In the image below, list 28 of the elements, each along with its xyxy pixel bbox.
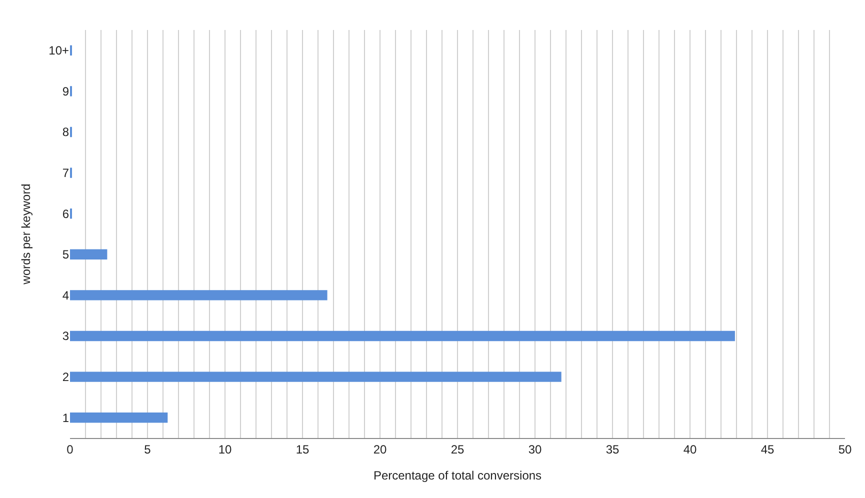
bar bbox=[70, 290, 328, 300]
x-tick-label: 10 bbox=[218, 442, 232, 456]
y-tick-label: 8 bbox=[62, 125, 70, 140]
y-tick-label: 10+ bbox=[48, 44, 69, 58]
x-tick-label: 15 bbox=[296, 442, 310, 456]
y-tick-label: 5 bbox=[62, 248, 70, 262]
x-tick-label: 35 bbox=[606, 442, 620, 456]
bar bbox=[70, 372, 562, 382]
bar bbox=[70, 330, 735, 342]
x-tick-label: 30 bbox=[528, 442, 542, 456]
y-tick-label: 3 bbox=[62, 329, 70, 344]
y-tick-label: 9 bbox=[62, 84, 70, 98]
bar bbox=[70, 412, 168, 423]
y-axis-title: words per keyword bbox=[18, 184, 33, 286]
x-tick-label: 25 bbox=[450, 442, 464, 456]
x-tick-label: 50 bbox=[838, 442, 852, 456]
x-tick-label: 20 bbox=[373, 442, 387, 456]
x-tick-label: 0 bbox=[66, 442, 74, 456]
y-tick-label: 7 bbox=[62, 166, 70, 180]
x-axis-title: Percentage of total conversions bbox=[373, 468, 542, 482]
x-tick-label: 45 bbox=[760, 442, 774, 456]
y-tick-label: 1 bbox=[62, 410, 70, 425]
x-tick-label: 40 bbox=[683, 442, 697, 456]
y-tick-label: 2 bbox=[62, 370, 70, 384]
y-tick-label: 4 bbox=[62, 288, 70, 302]
bar bbox=[70, 249, 108, 260]
x-tick-label: 5 bbox=[144, 442, 152, 456]
y-tick-label: 6 bbox=[62, 206, 70, 221]
